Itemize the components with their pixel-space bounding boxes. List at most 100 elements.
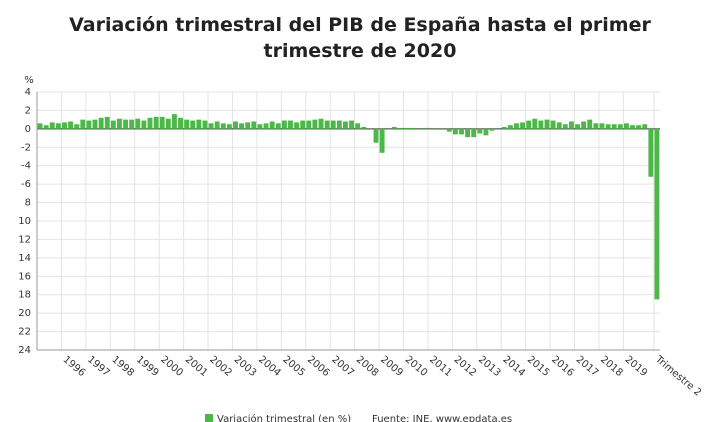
bar <box>611 124 617 129</box>
bar <box>550 120 556 129</box>
bar <box>422 127 428 129</box>
bar <box>135 118 141 129</box>
x-tick-label: 2007 <box>329 354 356 379</box>
bar <box>74 124 80 129</box>
bar <box>245 122 251 129</box>
bar <box>642 124 648 129</box>
bar <box>599 123 605 129</box>
bar <box>86 120 92 129</box>
bar <box>300 120 306 129</box>
x-tick-label: 2009 <box>378 354 405 379</box>
bar <box>501 127 507 129</box>
x-tick-label: 2016 <box>549 354 576 379</box>
y-tick-label: -6 <box>21 179 31 190</box>
bar <box>410 127 416 129</box>
y-tick-label: 24 <box>18 345 31 356</box>
bar <box>62 122 67 129</box>
bar <box>459 128 464 135</box>
x-tick-label: 2001 <box>183 354 210 379</box>
bar <box>147 117 153 129</box>
bar <box>538 120 544 129</box>
y-tick-label: 18 <box>18 290 31 301</box>
y-tick-label: -4 <box>21 161 31 172</box>
bar <box>507 125 513 129</box>
y-tick-label: 16 <box>18 271 31 282</box>
x-tick-label: 1999 <box>134 354 161 379</box>
bar <box>532 118 538 129</box>
bar <box>568 121 574 129</box>
bar <box>575 124 580 129</box>
bar <box>324 120 330 129</box>
bar <box>171 114 177 129</box>
bar <box>391 127 397 129</box>
bar <box>220 123 226 129</box>
bar <box>623 123 629 129</box>
bar <box>446 128 452 132</box>
x-tick-label: 2002 <box>207 354 234 379</box>
bar <box>471 128 477 138</box>
bar <box>397 127 403 129</box>
bar <box>465 128 471 138</box>
bar <box>281 120 287 129</box>
y-tick-label: 0 <box>25 124 31 135</box>
x-tick-label: 2004 <box>256 354 283 379</box>
bar <box>214 121 220 129</box>
y-axis-label: % <box>24 75 34 86</box>
bar <box>306 120 312 129</box>
x-tick-label: 2000 <box>158 354 185 379</box>
bar <box>379 128 385 153</box>
bar <box>318 118 324 129</box>
bar <box>159 116 165 129</box>
bar <box>367 128 373 130</box>
bar <box>269 121 275 129</box>
bar <box>123 119 129 129</box>
bar <box>294 122 300 129</box>
bar <box>68 121 74 129</box>
y-tick-label: 8 <box>25 198 31 209</box>
bar <box>587 119 593 129</box>
bar <box>556 122 562 129</box>
x-tick-label: 2015 <box>525 354 552 379</box>
bar <box>178 117 183 129</box>
x-tick-label: 2019 <box>623 354 650 379</box>
bar <box>233 121 238 129</box>
bar <box>49 122 55 129</box>
x-tick-label: 1996 <box>61 354 88 379</box>
bar <box>288 120 293 129</box>
bar <box>544 119 550 129</box>
bar <box>373 128 379 143</box>
bar <box>141 120 147 129</box>
bar <box>55 123 61 129</box>
bar <box>196 119 202 129</box>
bar <box>654 128 660 300</box>
bar <box>263 123 269 129</box>
x-tick-label: 2003 <box>232 354 259 379</box>
bar <box>43 125 49 129</box>
bar <box>617 124 623 129</box>
bar <box>630 125 635 129</box>
bar <box>257 124 263 129</box>
bar <box>208 123 214 129</box>
y-tick-label: -2 <box>21 142 31 153</box>
bar <box>336 120 342 129</box>
x-tick-label: 2013 <box>476 354 503 379</box>
bar <box>37 123 43 129</box>
bar <box>275 123 281 129</box>
bar <box>153 116 159 129</box>
bar <box>349 120 354 129</box>
y-tick-label: 2 <box>25 105 31 116</box>
x-tick-label: 2011 <box>427 354 454 379</box>
bar <box>190 120 196 129</box>
bar <box>330 120 336 129</box>
bar <box>80 119 86 129</box>
bar <box>355 123 361 129</box>
bar <box>129 119 135 129</box>
bar <box>184 119 190 129</box>
bar <box>526 120 532 129</box>
bar <box>251 121 257 129</box>
y-tick-label: 22 <box>18 327 31 338</box>
bar <box>520 122 526 129</box>
bar <box>312 119 318 129</box>
bar <box>202 120 208 129</box>
